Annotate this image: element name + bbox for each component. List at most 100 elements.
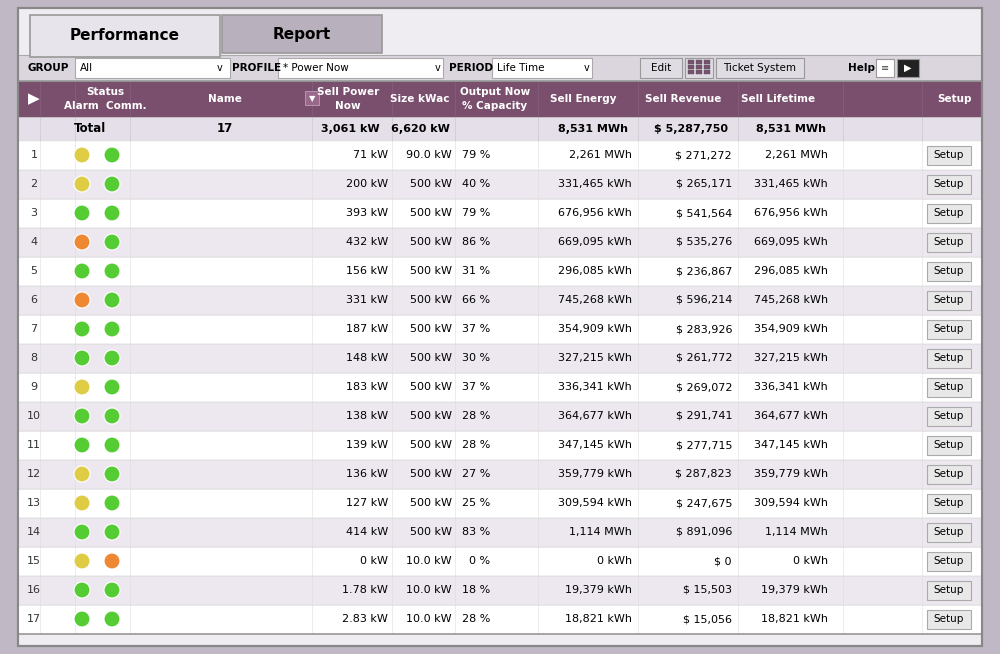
Text: Setup: Setup	[934, 179, 964, 189]
Bar	[927, 233, 971, 252]
Text: 3,061 kW: 3,061 kW	[321, 124, 380, 134]
Bar	[927, 378, 971, 397]
Circle shape	[74, 292, 90, 308]
Bar	[18, 460, 982, 489]
Text: $ 247,675: $ 247,675	[676, 498, 732, 508]
Circle shape	[74, 611, 90, 627]
Bar	[18, 141, 982, 170]
Text: % Capacity: % Capacity	[462, 101, 528, 111]
Text: 432 kW: 432 kW	[346, 237, 388, 247]
Text: 500 kW: 500 kW	[410, 469, 452, 479]
Text: 15: 15	[27, 556, 41, 566]
Text: Setup: Setup	[938, 94, 972, 104]
Text: Setup: Setup	[934, 556, 964, 566]
Bar	[716, 58, 804, 78]
Bar	[927, 494, 971, 513]
Bar	[927, 436, 971, 455]
Bar	[18, 81, 982, 117]
Text: $ 5,287,750: $ 5,287,750	[654, 124, 728, 134]
Text: 669,095 kWh: 669,095 kWh	[754, 237, 828, 247]
Text: ≡: ≡	[881, 63, 889, 73]
Text: 500 kW: 500 kW	[410, 411, 452, 421]
Text: Sell Energy: Sell Energy	[550, 94, 616, 104]
Bar	[640, 58, 682, 78]
Text: 10.0 kW: 10.0 kW	[406, 614, 452, 624]
Text: Sell Lifetime: Sell Lifetime	[741, 94, 815, 104]
Text: 28 %: 28 %	[462, 411, 490, 421]
Text: 13: 13	[27, 498, 41, 508]
Circle shape	[74, 495, 90, 511]
Circle shape	[104, 495, 120, 511]
Text: 79 %: 79 %	[462, 208, 490, 218]
Text: Setup: Setup	[934, 295, 964, 305]
Text: 1: 1	[30, 150, 38, 160]
Text: 27 %: 27 %	[462, 469, 490, 479]
Text: 500 kW: 500 kW	[410, 295, 452, 305]
Bar	[278, 58, 443, 78]
Text: Output Now: Output Now	[460, 87, 530, 97]
Text: 37 %: 37 %	[462, 382, 490, 392]
Circle shape	[104, 205, 120, 221]
Text: Setup: Setup	[934, 382, 964, 392]
Text: v: v	[584, 63, 590, 73]
Text: 8,531 MWh: 8,531 MWh	[756, 124, 826, 134]
Bar	[18, 431, 982, 460]
Bar	[927, 291, 971, 310]
Text: Setup: Setup	[934, 411, 964, 421]
Text: 500 kW: 500 kW	[410, 527, 452, 537]
Text: 309,594 kWh: 309,594 kWh	[754, 498, 828, 508]
Text: 17: 17	[217, 122, 233, 135]
Text: Setup: Setup	[934, 266, 964, 276]
Text: Sell Revenue: Sell Revenue	[645, 94, 721, 104]
Text: 37 %: 37 %	[462, 324, 490, 334]
Text: 2,261 MWh: 2,261 MWh	[569, 150, 632, 160]
Text: $ 15,056: $ 15,056	[683, 614, 732, 624]
Bar	[927, 146, 971, 165]
Text: Setup: Setup	[934, 353, 964, 363]
Circle shape	[74, 379, 90, 395]
Circle shape	[104, 147, 120, 163]
Text: 393 kW: 393 kW	[346, 208, 388, 218]
Text: Setup: Setup	[934, 614, 964, 624]
Text: 0 kW: 0 kW	[360, 556, 388, 566]
Text: 28 %: 28 %	[462, 440, 490, 450]
Circle shape	[104, 437, 120, 453]
Bar	[18, 170, 982, 199]
Text: Setup: Setup	[934, 440, 964, 450]
Circle shape	[104, 408, 120, 424]
Text: 2: 2	[30, 179, 38, 189]
Text: 745,268 kWh: 745,268 kWh	[558, 295, 632, 305]
Circle shape	[74, 147, 90, 163]
Text: 28 %: 28 %	[462, 614, 490, 624]
Text: 336,341 kWh: 336,341 kWh	[558, 382, 632, 392]
Text: 0 %: 0 %	[469, 556, 490, 566]
Text: 18,821 kWh: 18,821 kWh	[761, 614, 828, 624]
Text: 14: 14	[27, 527, 41, 537]
Text: 8: 8	[30, 353, 38, 363]
Circle shape	[74, 350, 90, 366]
Text: 127 kW: 127 kW	[346, 498, 388, 508]
Text: 18,821 kWh: 18,821 kWh	[565, 614, 632, 624]
Text: 676,956 kWh: 676,956 kWh	[754, 208, 828, 218]
Bar	[18, 228, 982, 257]
Bar	[75, 58, 230, 78]
Circle shape	[104, 350, 120, 366]
Text: 414 kW: 414 kW	[346, 527, 388, 537]
Bar	[704, 70, 710, 74]
Text: ▶: ▶	[904, 63, 912, 73]
Text: 19,379 kWh: 19,379 kWh	[565, 585, 632, 595]
Text: 676,956 kWh: 676,956 kWh	[558, 208, 632, 218]
Bar	[222, 15, 382, 53]
Text: 86 %: 86 %	[462, 237, 490, 247]
Text: 66 %: 66 %	[462, 295, 490, 305]
Bar	[305, 91, 319, 105]
Bar	[897, 59, 919, 77]
Text: Setup: Setup	[934, 585, 964, 595]
Text: 183 kW: 183 kW	[346, 382, 388, 392]
Bar	[876, 59, 894, 77]
Text: 354,909 kWh: 354,909 kWh	[754, 324, 828, 334]
Text: 500 kW: 500 kW	[410, 266, 452, 276]
Bar	[18, 117, 982, 141]
Bar	[18, 489, 982, 518]
Circle shape	[74, 176, 90, 192]
